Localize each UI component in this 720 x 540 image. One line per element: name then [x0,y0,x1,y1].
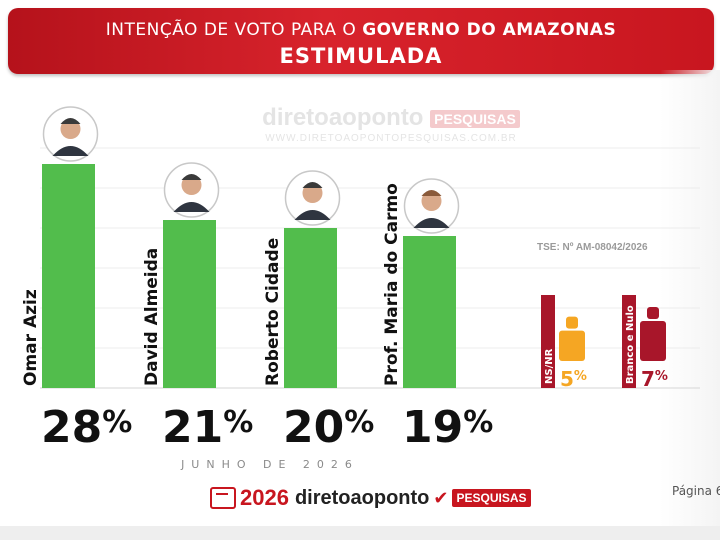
candidate-avatar-icon [284,170,341,226]
value-label: 5% [560,367,587,391]
watermark-url: WWW.DIRETOAOPONTOPESQUISAS.COM.BR [265,133,517,144]
bottom-bar [0,526,720,540]
category-label: NS/NR [544,348,555,384]
page-number: Página 6 [672,484,720,498]
header-title: INTENÇÃO DE VOTO PARA O GOVERNO DO AMAZO… [8,20,714,40]
footer-logo: 2026 diretoaoponto ✔ PESQUISAS [210,485,531,511]
person-figure-icon [559,316,585,361]
person-figure-icon [640,307,666,361]
category-strip [541,295,555,388]
value-label: 19% [402,402,493,453]
category-label: Roberto Cidade [263,238,283,386]
category-label: Omar Aziz [21,289,41,386]
category-strip [622,295,636,388]
value-label: 28% [41,402,132,453]
grid-lines [40,147,700,389]
candidate-avatar-icon [403,178,460,234]
watermark-brand: diretoaoponto [262,104,424,131]
value-label: 7% [641,367,668,391]
footer-brand: diretoaoponto [294,486,430,509]
bar [163,220,216,388]
header-banner: INTENÇÃO DE VOTO PARA O GOVERNO DO AMAZO… [8,8,714,74]
bar [403,236,456,388]
bar [284,228,337,388]
bar [42,164,95,388]
category-label: Branco e Nulo [625,305,636,384]
bars-group [42,106,666,388]
tse-registration: TSE: Nº AM-08042/2026 [537,242,648,253]
value-label: 20% [283,402,374,453]
watermark-logo: diretoaoponto PESQUISAS WWW.DIRETOAOPONT… [256,104,526,144]
footer-tag: PESQUISAS [452,489,531,507]
header-subtitle: ESTIMULADA [279,44,443,68]
survey-month: JUNHO DE 2026 [181,458,359,471]
candidate-avatar-icon [163,162,220,218]
footer-year: 2026 [240,485,289,510]
header-title-prefix: INTENÇÃO DE VOTO PARA O [105,20,357,40]
ballot-box-icon [210,487,236,509]
watermark-tag: PESQUISAS [430,109,520,128]
header-title-emphasis: GOVERNO DO AMAZONAS [362,20,617,40]
category-label: David Almeida [142,248,162,386]
candidate-avatar-icon [42,106,99,162]
value-label: 21% [162,402,253,453]
check-icon: ✔ [433,487,449,508]
category-label: Prof. Maria do Carmo [382,183,402,386]
